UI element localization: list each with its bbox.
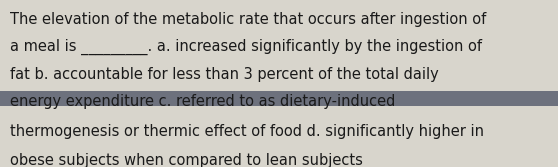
Text: The elevation of the metabolic rate that occurs after ingestion of: The elevation of the metabolic rate that… bbox=[10, 12, 486, 27]
Text: thermogenesis or thermic effect of food d. significantly higher in: thermogenesis or thermic effect of food … bbox=[10, 124, 484, 139]
FancyBboxPatch shape bbox=[0, 91, 558, 106]
Text: a meal is _________. a. increased significantly by the ingestion of: a meal is _________. a. increased signif… bbox=[10, 39, 482, 55]
Text: energy expenditure c. referred to as dietary-induced: energy expenditure c. referred to as die… bbox=[10, 94, 396, 109]
Text: obese subjects when compared to lean subjects: obese subjects when compared to lean sub… bbox=[10, 153, 363, 167]
Text: fat b. accountable for less than 3 percent of the total daily: fat b. accountable for less than 3 perce… bbox=[10, 67, 439, 82]
